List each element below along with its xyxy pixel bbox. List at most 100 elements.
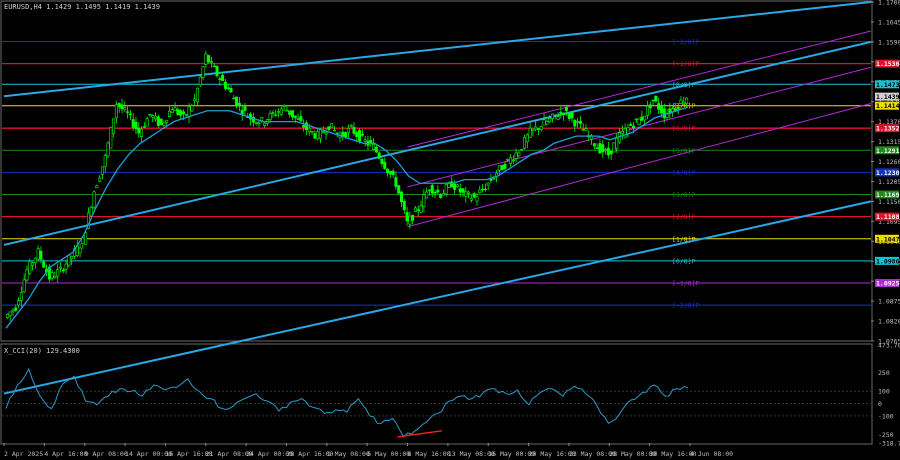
candle-body xyxy=(81,237,85,244)
candle-body xyxy=(500,165,504,171)
candle-body xyxy=(316,131,320,140)
candle-body xyxy=(36,248,40,260)
candle-body xyxy=(243,106,247,111)
price-label-text: 1.1473 xyxy=(876,81,900,89)
candle-body xyxy=(673,108,677,111)
cci-panel-frame xyxy=(0,343,873,445)
candle-body xyxy=(332,129,336,132)
candle-body xyxy=(335,132,339,135)
cci-tick-label: -250 xyxy=(878,431,894,439)
candle-body xyxy=(637,118,641,126)
candle-body xyxy=(631,125,635,129)
candle-body xyxy=(553,114,557,117)
candle-body xyxy=(184,113,188,116)
candle-body xyxy=(179,110,183,116)
candle-body xyxy=(288,110,292,115)
cci-divergence-line xyxy=(397,430,442,438)
time-tick-label: 16 Apr 16:00 xyxy=(165,450,212,458)
murray-level-label: [1/8]P xyxy=(672,235,696,243)
candle-body xyxy=(193,98,197,101)
candle-body xyxy=(360,133,364,136)
candle-body xyxy=(156,116,160,126)
candle-body xyxy=(25,269,29,281)
time-tick-label: 30 May 16:00 xyxy=(650,450,697,458)
candle-body xyxy=(28,261,32,274)
candle-body xyxy=(11,309,15,312)
candle-body xyxy=(318,129,322,139)
big-channel-line xyxy=(3,1,872,98)
cci-tick-label: 473.707 xyxy=(878,342,900,350)
candle-body xyxy=(464,190,468,197)
price-label-box xyxy=(875,212,899,221)
cci-line xyxy=(5,367,689,438)
murray-level-label: [-1/8]P xyxy=(672,279,699,287)
candle-body xyxy=(302,124,306,128)
candle-body xyxy=(609,150,613,155)
candle-body xyxy=(358,129,362,142)
price-tick-label: 1.1315 xyxy=(878,138,900,146)
price-label-box xyxy=(875,256,899,265)
moving-average xyxy=(5,106,689,329)
candle-body xyxy=(634,118,638,121)
murray-level-label: [6/8]P xyxy=(672,125,696,133)
time-tick-label: 14 Apr 00:00 xyxy=(125,450,172,458)
candle-body xyxy=(408,215,412,225)
candle-body xyxy=(629,124,633,126)
time-tick-label: 2 Apr 2025 xyxy=(4,450,43,458)
murray-level-label: [4/8]P xyxy=(672,169,696,177)
candle-body xyxy=(324,132,328,135)
murray-level-label: [+1/8]P xyxy=(672,60,699,68)
candle-body xyxy=(154,115,158,120)
candle-body xyxy=(372,144,376,150)
candle-body xyxy=(31,262,35,266)
time-tick-label: 13 May 08:00 xyxy=(448,450,495,458)
candle-body xyxy=(567,113,571,119)
candle-body xyxy=(584,128,588,131)
candle-body xyxy=(19,292,23,301)
price-tick-label: 1.1370 xyxy=(878,118,900,126)
candle-body xyxy=(469,197,473,201)
candle-body xyxy=(645,105,649,116)
candle-body xyxy=(56,269,60,277)
candle-body xyxy=(386,168,390,174)
cci-header: X_CCI(20) 129.4300 xyxy=(4,347,80,355)
candle-body xyxy=(112,118,116,134)
candle-body xyxy=(509,157,513,164)
cci-axis: 473.707 250 100 0 -100 -250-318.786 xyxy=(878,342,900,448)
candle-body xyxy=(363,139,367,142)
candle-body xyxy=(282,105,286,107)
candle-body xyxy=(279,108,283,115)
candle-body xyxy=(467,191,471,194)
candle-body xyxy=(78,247,82,254)
candle-body xyxy=(612,142,616,153)
candle-body xyxy=(682,101,686,105)
cci-tick-label: 100 xyxy=(878,388,890,396)
candle-body xyxy=(522,137,526,149)
candle-body xyxy=(391,170,395,175)
candle-body xyxy=(53,276,57,279)
candle-body xyxy=(33,257,37,263)
candle-body xyxy=(570,112,574,119)
murray-level-label: [2/8]P xyxy=(672,213,696,221)
price-tick-label: 1.0820 xyxy=(878,318,900,326)
candle-body xyxy=(400,191,404,203)
candle-body xyxy=(215,66,219,77)
candle-body xyxy=(402,200,406,211)
candle-body xyxy=(433,191,437,194)
candle-body xyxy=(604,149,608,151)
price-label-text: 1.0986 xyxy=(876,257,900,265)
candle-body xyxy=(556,116,560,120)
price-tick-label: 1.1645 xyxy=(878,18,900,26)
candle-body xyxy=(581,129,585,131)
time-tick-label: 8 May 16:00 xyxy=(408,450,451,458)
candle-body xyxy=(39,250,43,260)
candle-body xyxy=(237,102,241,106)
price-tick-label: 1.0875 xyxy=(878,298,900,306)
candle-body xyxy=(623,128,627,138)
candles xyxy=(5,50,689,321)
small-channel-line xyxy=(407,103,872,228)
candle-body xyxy=(550,113,554,119)
candle-body xyxy=(441,193,445,196)
